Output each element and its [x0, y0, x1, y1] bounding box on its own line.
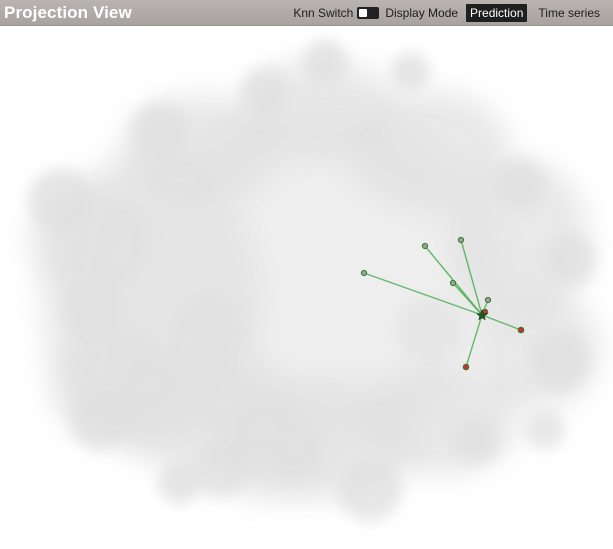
neighbor-point[interactable]	[484, 296, 492, 304]
neighbor-point[interactable]	[421, 242, 429, 250]
header-controls: Knn Switch Display Mode Prediction Time …	[293, 0, 607, 26]
display-mode-label: Display Mode	[385, 6, 459, 20]
knn-points	[360, 236, 525, 371]
neighbor-point[interactable]	[449, 279, 457, 287]
mode-time-series-button[interactable]: Time series	[538, 6, 600, 20]
knn-line	[481, 314, 522, 331]
highlight-point[interactable]	[462, 363, 470, 371]
neighbor-point[interactable]	[360, 269, 368, 277]
knn-line	[452, 282, 483, 316]
toggle-knob	[359, 9, 368, 17]
center-star-icon[interactable]	[476, 309, 488, 321]
knn-switch-toggle[interactable]	[357, 7, 380, 19]
view-title: Projection View	[4, 3, 132, 22]
knn-line	[465, 314, 483, 368]
projection-canvas[interactable]	[0, 26, 613, 549]
density-cloud	[28, 40, 600, 522]
knn-line	[460, 239, 483, 316]
knn-line	[363, 272, 483, 316]
highlight-point[interactable]	[517, 326, 525, 334]
knn-switch-label: Knn Switch	[293, 6, 354, 20]
view-header: Projection View Knn Switch Display Mode …	[0, 0, 613, 26]
neighbor-point[interactable]	[457, 236, 465, 244]
mode-prediction-button[interactable]: Prediction	[466, 4, 528, 22]
